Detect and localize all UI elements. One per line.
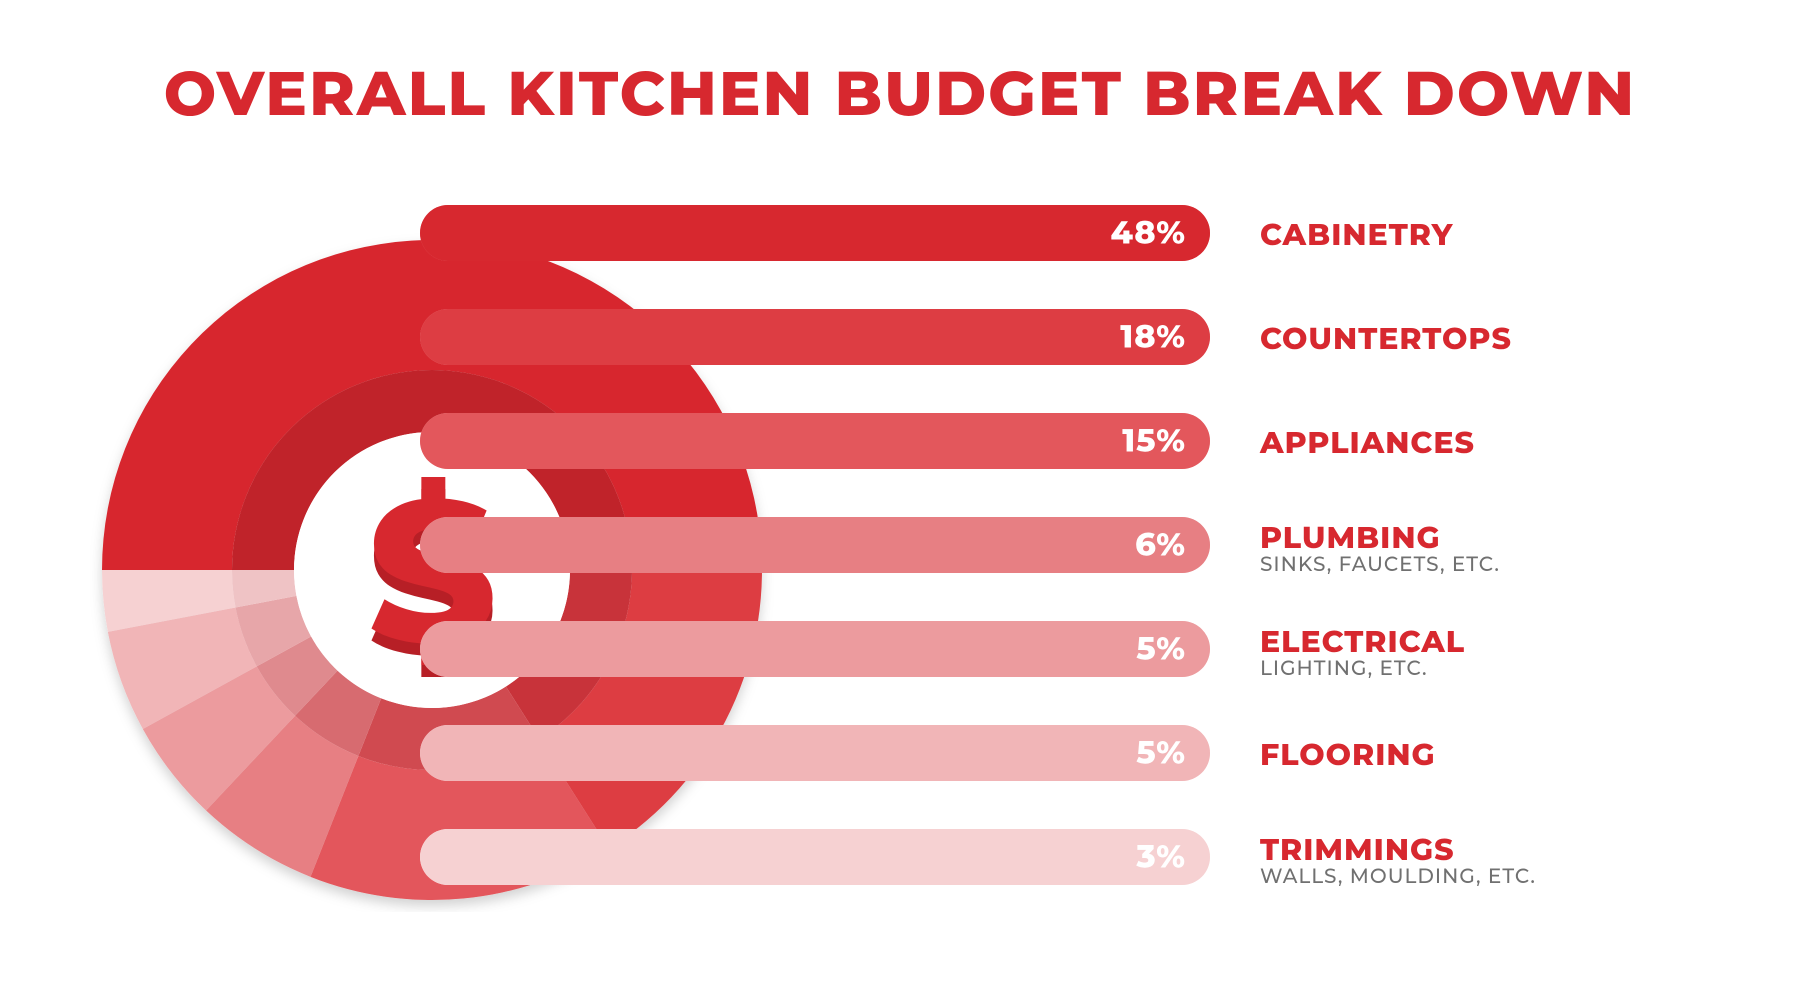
bar-fill	[420, 413, 1210, 469]
bar-label: PLUMBING	[1260, 519, 1441, 556]
bar-label: TRIMMINGS	[1260, 831, 1455, 868]
bar-label: APPLIANCES	[1260, 424, 1475, 461]
bar-percent: 6%	[1135, 526, 1186, 565]
bar-fill	[420, 725, 1210, 781]
bar-percent: 5%	[1136, 630, 1186, 669]
bar-sublabel: SINKS, FAUCETS, ETC.	[1260, 553, 1500, 577]
bar-track: 5%	[420, 621, 1210, 677]
bar-percent: 15%	[1122, 422, 1186, 461]
bar-track: 15%	[420, 413, 1210, 469]
bar-percent: 48%	[1110, 214, 1186, 253]
bar-fill	[420, 621, 1210, 677]
bar-fill	[420, 517, 1210, 573]
bar-label: ELECTRICAL	[1260, 623, 1465, 660]
bar-track: 6%	[420, 517, 1210, 573]
bar-fill	[420, 205, 1210, 261]
bar-track: 48%	[420, 205, 1210, 261]
bar-percent: 3%	[1136, 838, 1186, 877]
infographic-root: { "title": { "text": "OVERALL KITCHEN BU…	[0, 0, 1800, 996]
bar-label: FLOORING	[1260, 736, 1436, 773]
bars-region: 48% CABINETRY 18% COUNTERTOPS 15% APPLIANCES 6…	[0, 0, 1800, 996]
bar-track: 18%	[420, 309, 1210, 365]
bar-fill	[420, 829, 1210, 885]
bar-track: 3%	[420, 829, 1210, 885]
bar-sublabel: LIGHTING, ETC.	[1260, 657, 1428, 681]
bar-label: CABINETRY	[1260, 216, 1453, 253]
bar-track: 5%	[420, 725, 1210, 781]
bar-label: COUNTERTOPS	[1260, 320, 1512, 357]
bar-sublabel: WALLS, MOULDING, ETC.	[1260, 865, 1536, 889]
bar-fill	[420, 309, 1210, 365]
bar-percent: 5%	[1136, 734, 1186, 773]
bar-percent: 18%	[1120, 318, 1186, 357]
